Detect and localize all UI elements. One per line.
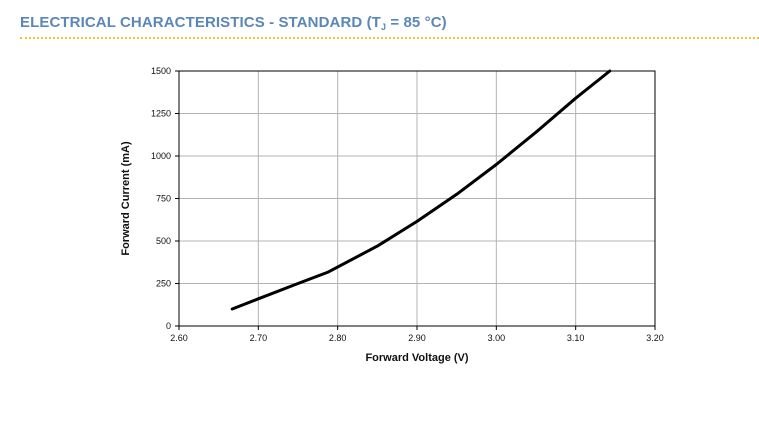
x-axis-ticks: 2.60 2.70 2.80 2.90 3.00 3.10 3.20 bbox=[170, 326, 664, 343]
y-tick-label: 1250 bbox=[151, 109, 171, 119]
title-text-suffix: = 85 °C) bbox=[386, 14, 447, 31]
x-axis-label: Forward Voltage (V) bbox=[365, 352, 468, 364]
y-tick-label: 0 bbox=[166, 321, 171, 331]
page-title: ELECTRICAL CHARACTERISTICS - STANDARD (T… bbox=[20, 14, 759, 32]
y-tick-label: 1000 bbox=[151, 151, 171, 161]
title-text: ELECTRICAL CHARACTERISTICS - STANDARD (T bbox=[20, 14, 381, 31]
y-axis-ticks: 0 250 500 750 1000 1250 1500 bbox=[151, 66, 179, 331]
x-tick-label: 3.00 bbox=[488, 333, 506, 343]
y-tick-label: 1500 bbox=[151, 66, 171, 76]
x-tick-label: 2.70 bbox=[250, 333, 268, 343]
title-underline bbox=[20, 37, 759, 39]
x-tick-label: 2.60 bbox=[170, 333, 188, 343]
y-tick-label: 500 bbox=[156, 236, 171, 246]
chart-grid bbox=[178, 70, 656, 327]
y-tick-label: 750 bbox=[156, 194, 171, 204]
title-subscript: J bbox=[380, 22, 387, 32]
y-axis-label: Forward Current (mA) bbox=[120, 141, 132, 256]
x-tick-label: 2.90 bbox=[408, 333, 426, 343]
x-tick-label: 3.10 bbox=[567, 333, 585, 343]
y-tick-label: 250 bbox=[156, 279, 171, 289]
forward-current-curve bbox=[230, 69, 612, 311]
x-tick-label: 3.20 bbox=[646, 333, 664, 343]
x-tick-label: 2.80 bbox=[329, 333, 347, 343]
page-header: ELECTRICAL CHARACTERISTICS - STANDARD (T… bbox=[20, 14, 759, 39]
